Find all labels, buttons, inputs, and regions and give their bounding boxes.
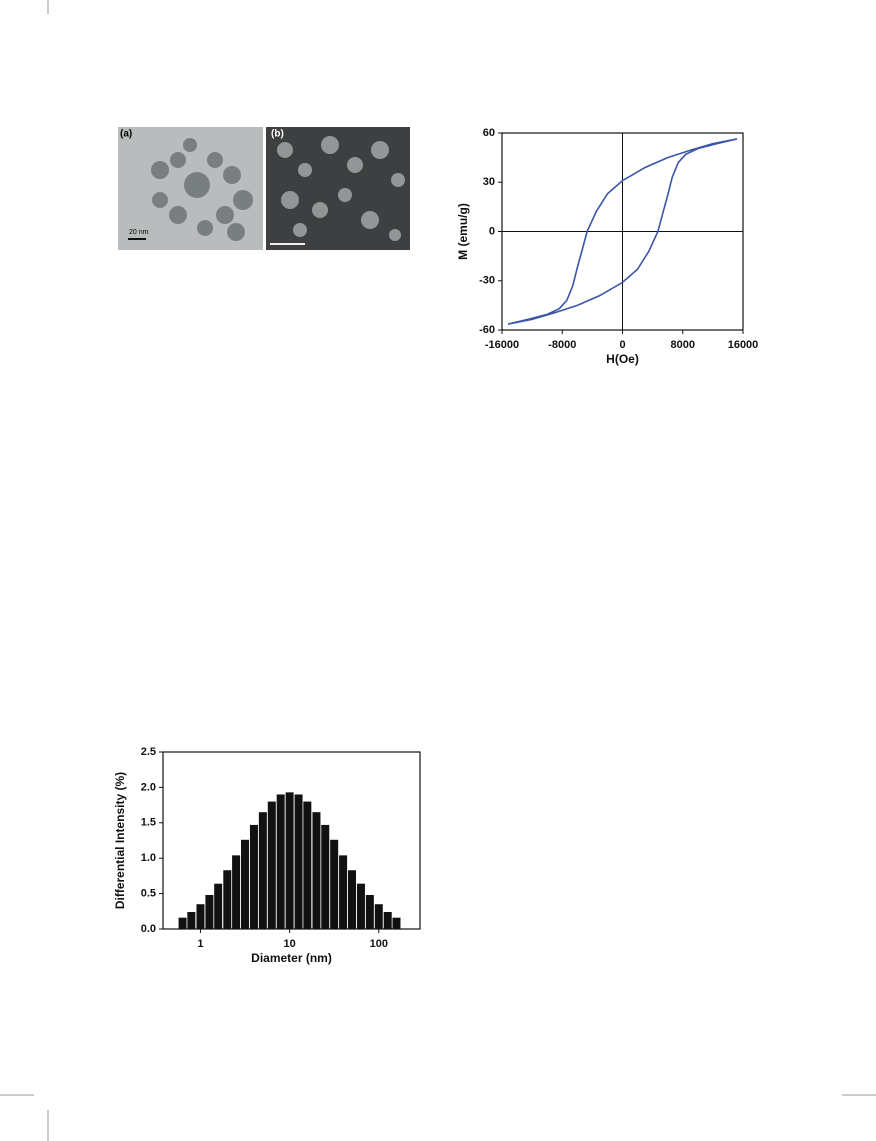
bar [383,912,392,929]
bar [294,794,303,929]
bar [187,912,196,929]
y-tick-label: 30 [483,176,495,188]
bar [285,792,294,929]
bar [339,855,348,929]
x-tick-label: -8000 [548,339,576,351]
scale-bar-label: 20 nm [129,229,149,236]
bar [258,812,267,929]
bar [241,839,250,929]
y-tick-label: 60 [483,127,495,139]
x-tick-label: 10 [283,938,295,950]
x-tick-label: 1 [197,938,203,950]
y-tick-label: 0.0 [141,923,156,935]
y-tick-label: 0 [489,225,495,237]
bar [196,904,205,929]
y-tick-label: 1.5 [141,817,156,829]
y-tick-label: -60 [479,324,495,336]
panel-label: (a) [120,129,132,140]
micrograph-b: (b) [266,127,410,250]
y-tick-label: 0.5 [141,888,156,900]
panel-label: (b) [271,129,284,140]
x-tick-label: 0 [619,339,625,351]
x-tick-label: -16000 [485,339,519,351]
bar [249,824,258,929]
bar [223,870,232,929]
bar [276,794,285,929]
bar [267,801,276,929]
x-tick-label: 8000 [671,339,695,351]
x-axis-label: Diameter (nm) [251,951,332,965]
bar [214,883,223,929]
bar [205,895,214,929]
bar [178,917,187,929]
bar [356,883,365,929]
x-tick-label: 16000 [728,339,759,351]
bar [348,870,357,929]
micrograph-a: (a) 20 nm [118,127,263,250]
bar [365,895,374,929]
bar [330,839,339,929]
y-tick-label: 2.5 [141,746,156,758]
bar [374,904,383,929]
y-tick-label: 1.0 [141,852,156,864]
y-tick-label: -30 [479,275,495,287]
bar [321,824,330,929]
bar [312,812,321,929]
bar [392,917,401,929]
x-axis-label: H(Oe) [606,352,639,366]
y-tick-label: 2.0 [141,781,156,793]
y-axis-label: M (emu/g) [456,203,470,260]
x-tick-label: 100 [370,938,388,950]
hysteresis-curve [507,138,738,325]
bar [232,855,241,929]
bar [303,801,312,929]
y-axis-label: Differential Intensity (%) [113,772,127,909]
